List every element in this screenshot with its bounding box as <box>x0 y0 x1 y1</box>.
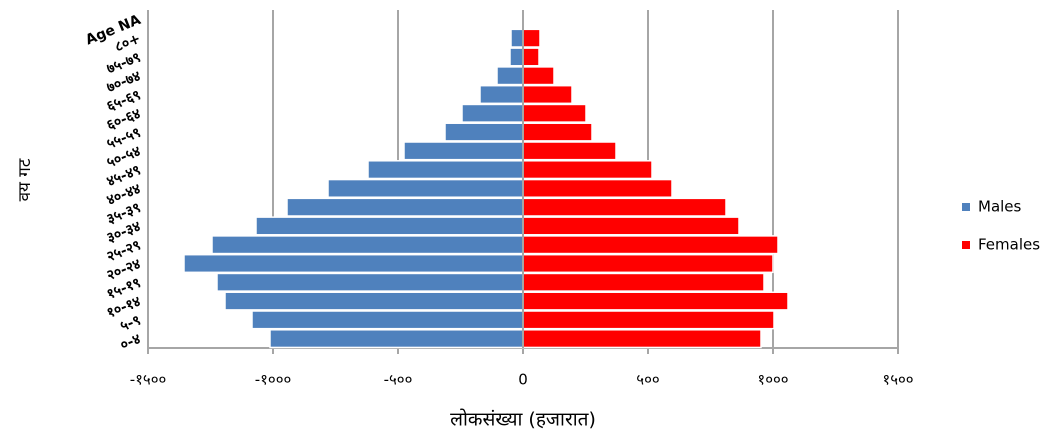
legend-swatch <box>962 241 970 249</box>
y-tick-label: ०-४ <box>118 331 143 353</box>
bar <box>444 122 524 142</box>
bar <box>522 141 617 161</box>
bar <box>522 84 573 105</box>
y-axis-label: वय गट <box>15 158 35 201</box>
bar <box>522 310 775 330</box>
bar <box>183 253 524 274</box>
x-tick-label: १००० <box>757 371 788 389</box>
bar <box>522 197 727 217</box>
bar <box>255 216 524 236</box>
bar <box>522 47 540 67</box>
bar <box>216 272 524 292</box>
bar <box>269 329 524 349</box>
bar <box>403 141 524 161</box>
bar <box>367 160 524 180</box>
bar <box>211 235 524 255</box>
legend-swatch <box>962 203 970 211</box>
x-tick-label: -१००० <box>255 371 292 389</box>
bar <box>510 28 524 48</box>
bar <box>522 178 673 198</box>
bar <box>522 103 587 123</box>
x-axis-label: लोकसंख्या (हजारात) <box>450 408 596 431</box>
bar <box>479 84 524 105</box>
bar <box>496 66 524 86</box>
bar <box>327 178 524 198</box>
bar <box>509 47 524 67</box>
bar <box>522 235 779 255</box>
bar <box>522 291 789 311</box>
bar <box>522 216 740 236</box>
bar <box>522 66 555 86</box>
bar <box>522 160 653 180</box>
legend-label: Females <box>978 236 1040 254</box>
bar <box>522 122 593 142</box>
x-tick-label: ५०० <box>636 371 659 389</box>
x-tick-label: १५०० <box>882 371 913 389</box>
bar <box>286 197 524 217</box>
bar <box>522 28 541 48</box>
y-tick-label: ५-९ <box>118 312 143 334</box>
bar <box>224 291 524 311</box>
x-tick-label: -१५०० <box>130 371 167 389</box>
bar <box>522 329 762 349</box>
x-tick-label: 0 <box>518 371 528 389</box>
bar <box>461 103 524 123</box>
bar <box>522 253 774 274</box>
bar <box>522 272 765 292</box>
bar <box>251 310 524 330</box>
x-tick-label: -५०० <box>384 371 413 389</box>
legend-label: Males <box>978 198 1022 216</box>
